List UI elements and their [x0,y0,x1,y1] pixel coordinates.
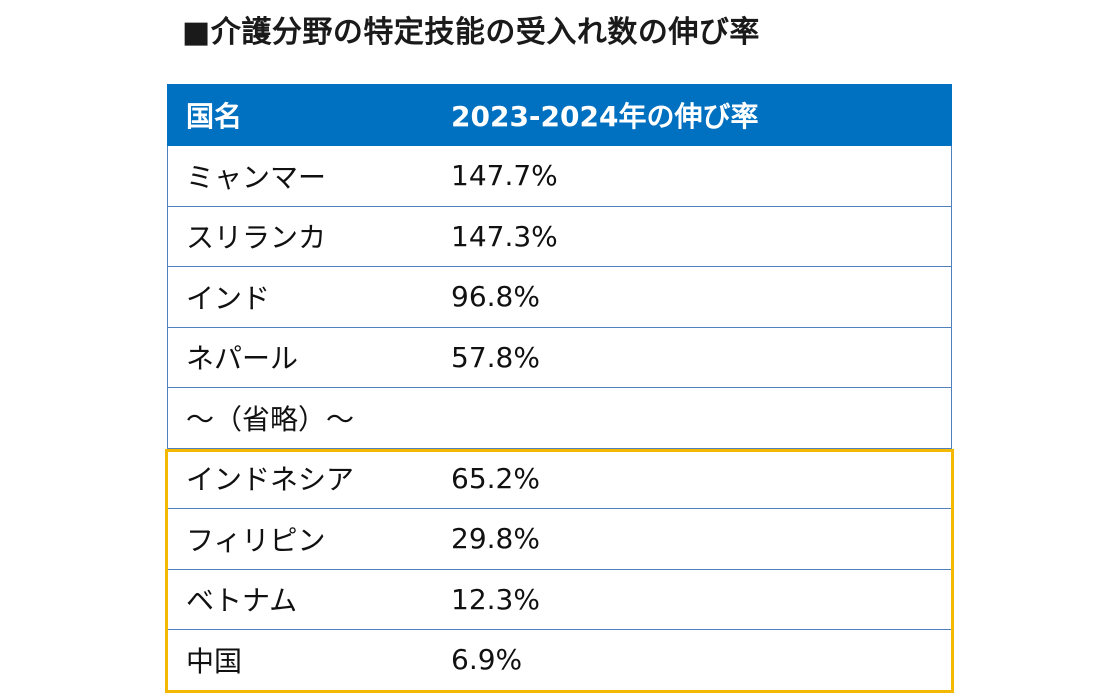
page-title: ■介護分野の特定技能の受入れ数の伸び率 [182,15,760,50]
country-cell: インド [186,281,271,315]
table-row: インド 96.8% [167,267,952,328]
table-row: インドネシア 65.2% [167,448,952,509]
table-row: フィリピン 29.8% [167,509,952,570]
table-row: ネパール 57.8% [167,327,952,388]
rate-cell: 65.2% [451,461,540,495]
country-cell: スリランカ [186,221,327,255]
table-header-row: 国名 2023-2024年の伸び率 [167,84,952,146]
rate-cell: 147.3% [451,219,558,253]
omitted-note: ～（省略）～ [186,402,355,436]
growth-rate-table: 国名 2023-2024年の伸び率 ミャンマー 147.7% スリランカ 147… [167,84,952,691]
header-country: 国名 [186,100,243,133]
table-row-omitted: ～（省略）～ [167,388,952,449]
country-cell: ベトナム [186,584,298,618]
table-row: ミャンマー 147.7% [167,146,952,207]
country-cell: ミャンマー [186,160,327,194]
rate-cell: 57.8% [451,340,540,374]
rate-cell: 96.8% [451,280,540,314]
header-growth-rate: 2023-2024年の伸び率 [451,100,759,133]
country-cell: フィリピン [186,523,326,557]
table-row: スリランカ 147.3% [167,206,952,267]
country-cell: インドネシア [186,463,355,497]
table-row: 中国 6.9% [167,630,952,691]
table-row: ベトナム 12.3% [167,569,952,630]
country-cell: 中国 [186,644,243,678]
rate-cell: 29.8% [451,522,540,556]
country-cell: ネパール [186,342,299,376]
rate-cell: 147.7% [451,159,558,193]
rate-cell: 12.3% [451,582,540,616]
rate-cell: 6.9% [451,643,523,677]
